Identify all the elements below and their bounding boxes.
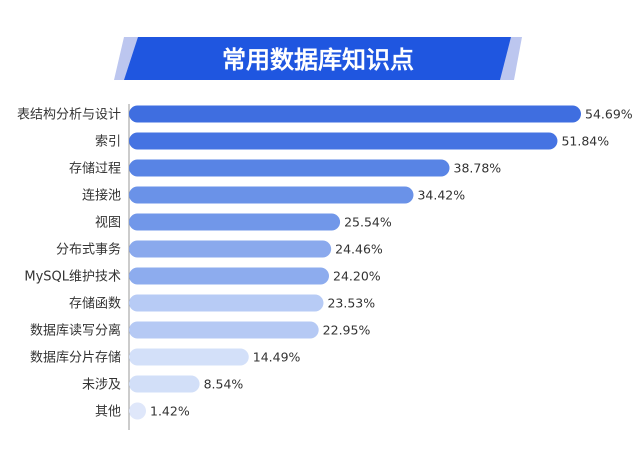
bar-row: 连接池 34.42% xyxy=(82,186,465,204)
bar-row: 数据库读写分离 22.95% xyxy=(30,321,371,339)
bar xyxy=(129,105,581,123)
value-label: 24.20% xyxy=(333,269,381,284)
category-label: 视图 xyxy=(95,216,121,231)
bar-row: 存储函数 23.53% xyxy=(69,294,375,312)
bar xyxy=(129,348,249,366)
value-label: 22.95% xyxy=(323,323,371,338)
value-label: 14.49% xyxy=(253,350,301,365)
category-label: 分布式事务 xyxy=(56,242,121,258)
bar xyxy=(129,321,319,339)
bar-row: 未涉及 8.54% xyxy=(82,375,244,393)
bar xyxy=(129,294,324,312)
value-label: 24.46% xyxy=(335,242,383,257)
bar xyxy=(129,159,450,177)
category-label: 未涉及 xyxy=(82,378,121,393)
value-label: 51.84% xyxy=(561,134,609,149)
bar xyxy=(129,240,332,258)
chart-title: 常用数据库知识点 xyxy=(222,46,414,74)
value-label: 23.53% xyxy=(327,296,375,311)
bar xyxy=(129,375,200,393)
category-label: 数据库读写分离 xyxy=(30,323,121,339)
value-label: 8.54% xyxy=(204,377,244,392)
category-label: 存储过程 xyxy=(69,162,121,177)
bar xyxy=(129,186,414,204)
bar-row: 其他 1.42% xyxy=(95,402,190,420)
category-label: 其他 xyxy=(95,405,121,420)
category-label: 索引 xyxy=(95,135,121,150)
bar-row: 表结构分析与设计 54.69% xyxy=(17,105,633,123)
bar-row: 视图 25.54% xyxy=(95,213,392,231)
value-label: 25.54% xyxy=(344,215,392,230)
category-label: 表结构分析与设计 xyxy=(17,108,121,123)
bar-row: MySQL维护技术 24.20% xyxy=(24,267,381,285)
bar xyxy=(129,267,330,285)
bars: 表结构分析与设计 54.69% 索引 51.84% 存储过程 38.78% 连接池 34.42… xyxy=(17,105,633,420)
bar xyxy=(129,402,146,420)
category-label: 存储函数 xyxy=(69,297,121,312)
bar-row: 索引 51.84% xyxy=(95,132,609,150)
category-label: 数据库分片存储 xyxy=(30,350,121,366)
value-label: 38.78% xyxy=(454,161,502,176)
title-banner-main xyxy=(124,37,511,80)
bar-row: 存储过程 38.78% xyxy=(69,159,502,177)
bar xyxy=(129,213,341,231)
category-label: 连接池 xyxy=(82,188,121,204)
bar xyxy=(129,132,558,150)
value-label: 34.42% xyxy=(417,188,465,203)
value-label: 1.42% xyxy=(150,404,190,419)
bar-row: 数据库分片存储 14.49% xyxy=(30,348,301,366)
value-label: 54.69% xyxy=(585,107,633,122)
category-label: MySQL维护技术 xyxy=(24,270,121,285)
title-banner: 常用数据库知识点 xyxy=(114,37,522,80)
bar-row: 分布式事务 24.46% xyxy=(56,240,383,258)
